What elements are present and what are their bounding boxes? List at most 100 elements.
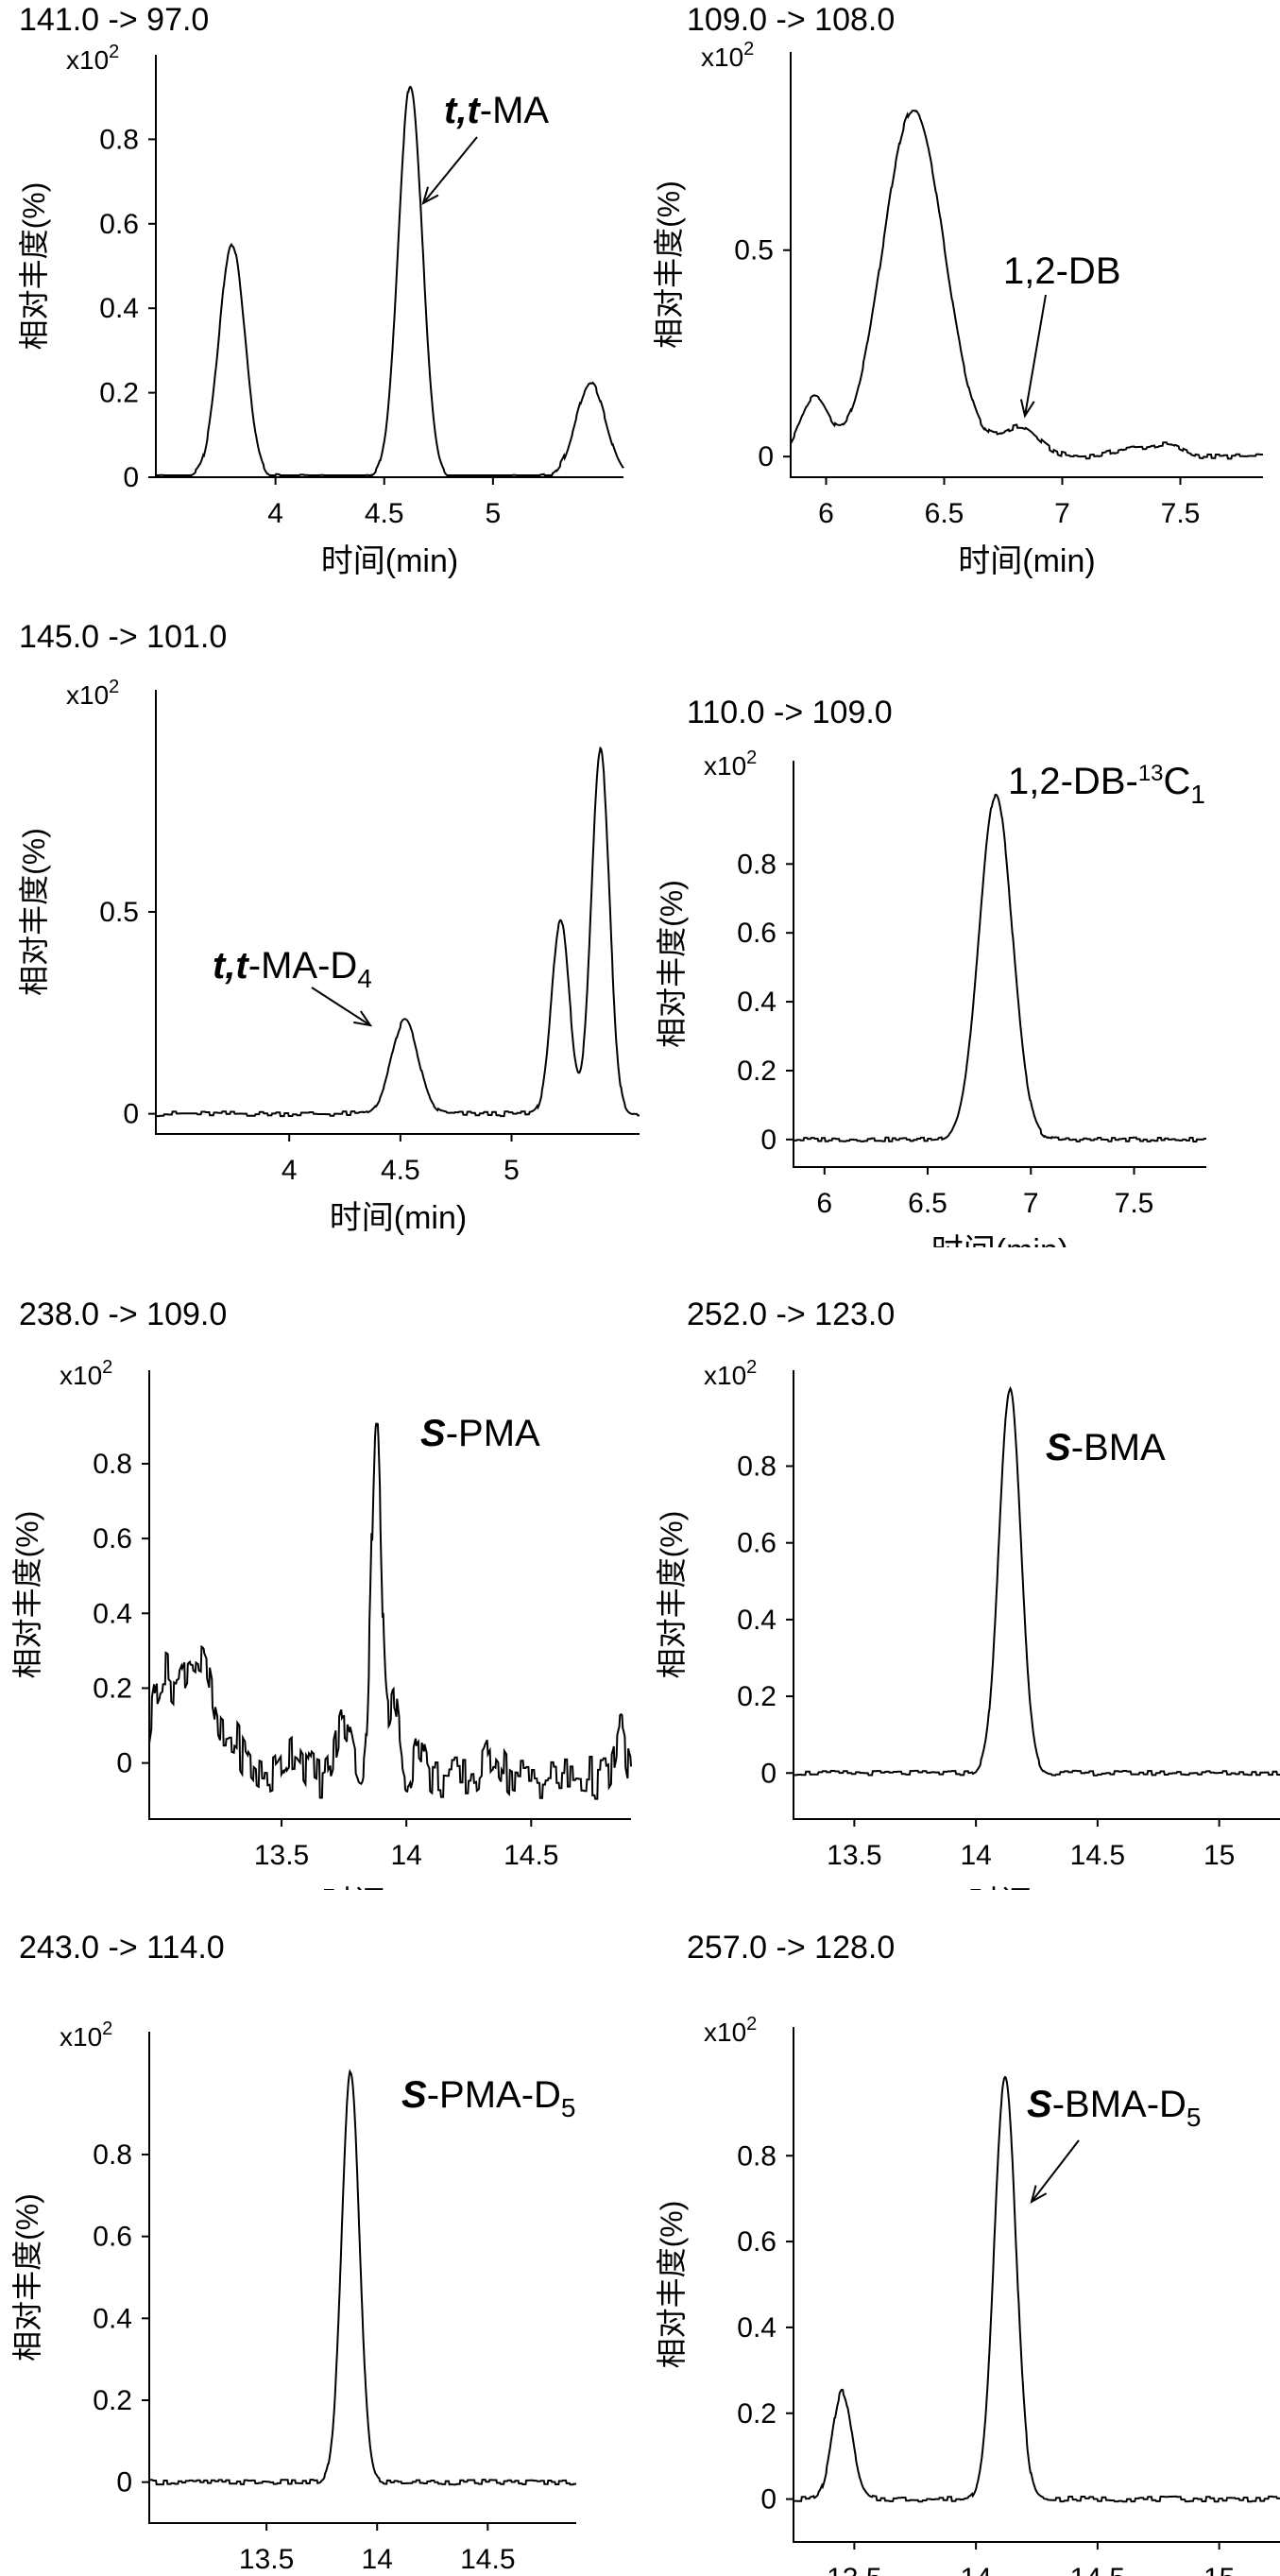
- y-tick-label: 0.6: [737, 2226, 777, 2258]
- axes: [793, 761, 1206, 1168]
- x-tick-label: 14.5: [1070, 1840, 1125, 1871]
- y-tick-label: 0.8: [737, 849, 777, 880]
- y-tick-label: 0.2: [93, 1673, 132, 1704]
- x-tick-label: 4.5: [381, 1155, 420, 1186]
- y-tick-label: 0.5: [734, 235, 774, 266]
- chromatogram-trace: [156, 746, 640, 1118]
- transition-label: 141.0 -> 97.0: [19, 2, 209, 38]
- chromatogram-panel-7: 0 0.2 0.4 0.6 0.8 13.5 14 14.5 243.0 -> 114.0 x10…: [10, 1930, 576, 2575]
- transition-label: 109.0 -> 108.0: [687, 2, 895, 38]
- compound-annotation: 1,2-DB: [1003, 250, 1121, 292]
- chromatogram-panel-1: 0 0.2 0.4 0.6 0.8 4 4.5 5 141.0 -> 97.0 x102 相对丰度(…: [17, 2, 624, 579]
- y-axis-label: 相对丰度(%): [17, 182, 51, 351]
- y-tick-label: 0: [116, 1748, 132, 1779]
- annotation-arrow: [1030, 2139, 1080, 2205]
- y-tick-label: 0.4: [737, 2312, 777, 2344]
- x-tick-label: 6: [816, 1188, 832, 1219]
- scale-label: x102: [701, 39, 754, 72]
- compound-annotation: S-BMA-D5: [1027, 2084, 1201, 2132]
- chromatogram-trace: [156, 85, 624, 477]
- y-axis-label: 相对丰度(%): [10, 2193, 44, 2361]
- compound-annotation: t,t-MA-D4: [213, 945, 372, 993]
- y-axis-label: 相对丰度(%): [10, 1511, 44, 1679]
- scale-label: x102: [704, 2014, 757, 2047]
- compound-annotation: t,t-MA: [444, 90, 549, 131]
- y-tick-label: 0.4: [99, 293, 139, 324]
- x-tick-label: 14: [390, 1840, 421, 1871]
- x-axis-label: 时间(min): [321, 543, 458, 579]
- y-tick-label: 0.2: [99, 378, 139, 409]
- annotation-arrow: [1019, 294, 1047, 419]
- y-tick-label: 0.6: [99, 209, 139, 240]
- scale-label: x102: [60, 1357, 112, 1390]
- chromatogram-trace: [149, 2069, 576, 2486]
- x-tick-label: 14: [960, 1840, 991, 1871]
- y-tick-label: 0: [760, 1125, 777, 1156]
- y-tick-label: 0.5: [99, 897, 139, 928]
- y-axis-label: 相对丰度(%): [655, 1511, 689, 1679]
- chromatogram-panel-8: 0 0.2 0.4 0.6 0.8 13.5 14 14.5 15 257.0 -> 128.0 x…: [655, 1930, 1280, 2576]
- x-tick-label: 15: [1203, 1840, 1235, 1871]
- x-axis-label: 时间(min): [931, 1233, 1068, 1247]
- compound-annotation: S-PMA: [420, 1413, 540, 1454]
- scale-label: x102: [704, 1357, 757, 1390]
- x-tick-label: 7: [1054, 498, 1070, 529]
- y-axis-label: 相对丰度(%): [655, 880, 689, 1048]
- y-tick-label: 0.2: [737, 1056, 777, 1087]
- y-tick-label: 0.6: [93, 2222, 132, 2253]
- compound-annotation: S-BMA: [1046, 1427, 1166, 1468]
- y-axis-label: 相对丰度(%): [652, 180, 686, 349]
- transition-label: 238.0 -> 109.0: [19, 1297, 227, 1332]
- axes: [793, 1370, 1280, 1820]
- y-tick-label: 0.2: [93, 2385, 132, 2416]
- y-tick-label: 0.4: [93, 2303, 132, 2334]
- chromatogram-trace: [794, 1385, 1280, 1777]
- x-tick-label: 6.5: [908, 1188, 947, 1219]
- compound-annotation: 1,2-DB-13C1: [1008, 761, 1205, 809]
- transition-label: 243.0 -> 114.0: [19, 1930, 225, 1966]
- x-axis-label: 时间(min): [958, 543, 1095, 579]
- chromatogram-trace: [794, 793, 1206, 1142]
- y-tick-label: 0.8: [93, 1449, 132, 1480]
- y-tick-label: 0.4: [93, 1598, 132, 1629]
- x-axis-label: 时间(min): [330, 1200, 467, 1236]
- y-tick-label: 0: [760, 2484, 777, 2516]
- y-tick-label: 0.6: [737, 918, 777, 949]
- x-axis-label: 时间(min): [321, 1885, 458, 1890]
- x-tick-label: 4: [267, 498, 283, 529]
- x-tick-label: 13.5: [827, 1840, 881, 1871]
- x-tick-label: 7.5: [1161, 498, 1201, 529]
- axes: [790, 52, 1263, 478]
- chromatogram-panel-5: 0 0.2 0.4 0.6 0.8 13.5 14 14.5 238.0 -> 109.0 x10…: [10, 1297, 632, 1890]
- x-tick-label: 14.5: [460, 2544, 515, 2575]
- y-tick-label: 0: [123, 462, 139, 493]
- axes: [793, 2027, 1280, 2543]
- transition-label: 252.0 -> 123.0: [687, 1297, 895, 1332]
- y-tick-label: 0.6: [93, 1523, 132, 1554]
- annotation-arrow: [311, 987, 373, 1027]
- chromatogram-panel-3: 0 0.5 4 4.5 5 145.0 -> 101.0 x102 相对丰度(%) 时间(min…: [17, 619, 640, 1236]
- axes: [148, 1370, 631, 1820]
- y-tick-label: 0.8: [737, 2140, 777, 2172]
- x-axis-label: 时间(min): [968, 1885, 1105, 1890]
- scale-label: x102: [66, 677, 119, 710]
- transition-label: 257.0 -> 128.0: [687, 1930, 895, 1966]
- chromatogram-trace: [794, 2076, 1280, 2503]
- chromatogram-panel-6: 0 0.2 0.4 0.6 0.8 13.5 14 14.5 15 252.0 -> 123.0 x…: [655, 1297, 1280, 1890]
- x-tick-label: 5: [486, 498, 502, 529]
- chromatogram-panel-4: 0 0.2 0.4 0.6 0.8 6 6.5 7 7.5 110.0 -> 109.0 x102 相…: [655, 695, 1206, 1247]
- scale-label: x102: [704, 747, 757, 781]
- x-tick-label: 7: [1023, 1188, 1039, 1219]
- x-tick-label: 14: [362, 2544, 393, 2575]
- y-tick-label: 0.8: [99, 124, 139, 155]
- y-axis-label: 相对丰度(%): [17, 828, 51, 996]
- compound-annotation: S-PMA-D5: [401, 2074, 575, 2122]
- x-tick-label: 5: [503, 1155, 520, 1186]
- chromatogram-trace: [790, 109, 1263, 460]
- y-tick-label: 0.8: [93, 2139, 132, 2171]
- x-tick-label: 6.5: [925, 498, 964, 529]
- x-tick-label: 13.5: [827, 2563, 881, 2576]
- axes: [155, 690, 640, 1135]
